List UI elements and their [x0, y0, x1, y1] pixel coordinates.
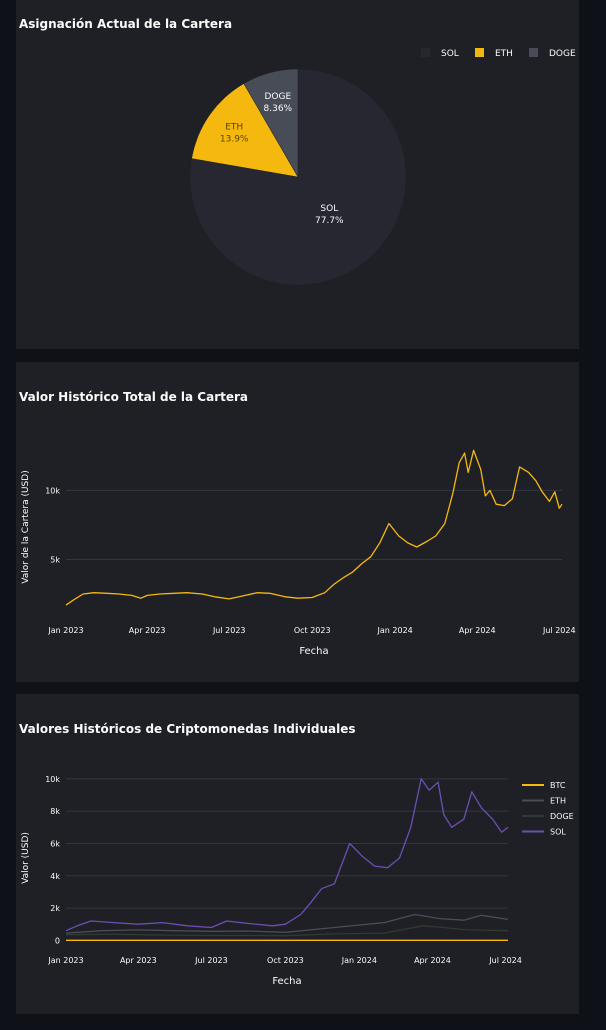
x-tick-label: Oct 2023 — [267, 956, 304, 965]
allocation-pie-chart: SOL 77.7% ETH 13.9% DOGE 8.36% SOL ETH DOGE — [189, 48, 576, 286]
series-line-eth — [65, 913, 509, 934]
portfolio-history-panel: Valor Histórico Total de la Cartera 5k 10… — [16, 362, 579, 682]
legend-swatch-sol — [421, 48, 430, 57]
x-tick-label: Jan 2024 — [377, 626, 413, 635]
pie-slice-eth — [191, 83, 299, 178]
x-tick-label: Jul 2024 — [542, 626, 576, 635]
y-tick-label: 10k — [45, 775, 60, 784]
legend-label-doge: DOGE — [549, 49, 576, 59]
pie-value-eth: 13.9% — [220, 135, 249, 145]
legend-swatch-eth — [475, 48, 484, 57]
x-tick-label: Jan 2023 — [47, 626, 83, 635]
pie-label-doge: DOGE — [264, 92, 291, 102]
series-line-sol — [65, 778, 509, 932]
pie-value-doge: 8.36% — [264, 104, 293, 114]
x-tick-label: Jan 2023 — [47, 956, 83, 965]
y-axis-label: Valor de la Cartera (USD) — [21, 470, 31, 583]
allocation-panel: Asignación Actual de la Cartera SOL 77.7%… — [16, 0, 579, 349]
x-tick-label: Apr 2024 — [459, 626, 496, 635]
x-tick-label: Apr 2023 — [120, 956, 157, 965]
y-tick-label: 5k — [50, 555, 60, 564]
x-tick-label: Jul 2024 — [488, 956, 522, 965]
x-tick-label: Jan 2024 — [341, 956, 377, 965]
portfolio-history-chart: 5k 10k Jan 2023 Apr 2023 Jul 2023 Oct 2023 Jan… — [21, 449, 576, 657]
individual-history-chart: 0 2k 4k 6k 8k 10k Jan 2023 Apr 2023 Jul 2023 Oct … — [21, 775, 574, 987]
pie-label-sol: SOL — [320, 204, 338, 214]
allocation-title: Asignación Actual de la Cartera — [19, 17, 233, 31]
legend-swatch-doge — [529, 48, 538, 57]
x-axis-label: Fecha — [299, 646, 328, 657]
pie-value-sol: 77.7% — [315, 216, 344, 226]
legend-label-doge: DOGE — [550, 812, 574, 821]
series-line-total — [65, 449, 563, 606]
y-tick-label: 0 — [55, 936, 60, 945]
x-axis-label: Fecha — [272, 976, 301, 987]
legend-label-btc: BTC — [550, 781, 566, 790]
y-axis-label: Valor (USD) — [21, 832, 31, 884]
individual-history-title: Valores Históricos de Criptomonedas Indi… — [19, 722, 356, 736]
series-line-doge — [65, 925, 509, 937]
pie-label-eth: ETH — [225, 123, 243, 133]
pie-slice-sol — [189, 68, 407, 286]
y-tick-label: 8k — [50, 807, 60, 816]
x-tick-label: Oct 2023 — [294, 626, 331, 635]
x-tick-label: Apr 2024 — [414, 956, 451, 965]
y-tick-label: 6k — [50, 839, 60, 848]
legend-label-sol: SOL — [550, 828, 566, 837]
y-tick-label: 2k — [50, 904, 60, 913]
x-tick-label: Apr 2023 — [129, 626, 166, 635]
individual-history-panel: Valores Históricos de Criptomonedas Indi… — [16, 694, 579, 1014]
portfolio-history-title: Valor Histórico Total de la Cartera — [19, 390, 248, 404]
x-tick-label: Jul 2023 — [212, 626, 246, 635]
x-tick-label: Jul 2023 — [194, 956, 228, 965]
y-tick-label: 4k — [50, 872, 60, 881]
legend-label-eth: ETH — [495, 49, 513, 59]
legend-label-sol: SOL — [441, 49, 459, 59]
pie-slice-doge — [243, 68, 299, 178]
legend-label-eth: ETH — [550, 797, 566, 806]
y-tick-label: 10k — [45, 486, 60, 495]
